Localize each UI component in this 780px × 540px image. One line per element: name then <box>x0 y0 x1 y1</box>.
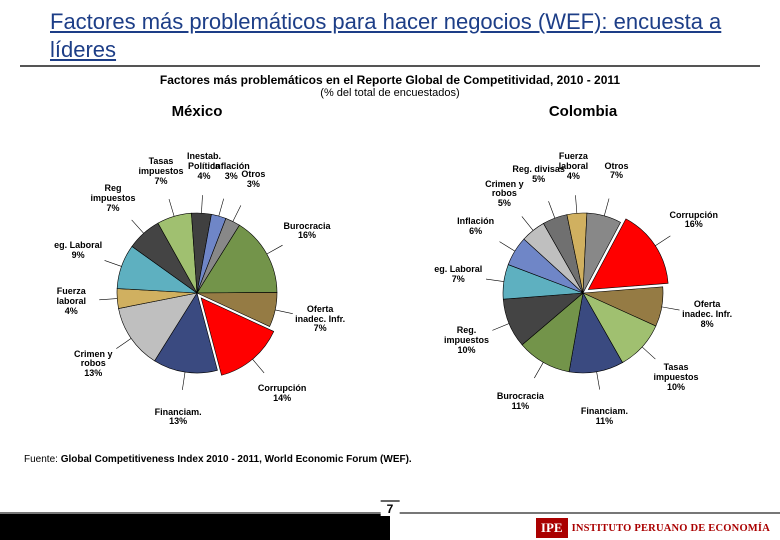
footer-left-block <box>0 514 390 540</box>
chart-mexico: México Burocracia 16%Oferta inadec. Infr… <box>7 103 387 452</box>
source-text: Global Competitiveness Index 2010 - 2011… <box>61 454 412 465</box>
ipe-fullname: INSTITUTO PERUANO DE ECONOMÍA <box>572 523 770 534</box>
footer-logo: IPE INSTITUTO PERUANO DE ECONOMÍA <box>536 516 770 540</box>
slide-title: Factores más problemáticos para hacer ne… <box>20 0 760 67</box>
country-label-mexico: México <box>7 103 387 120</box>
chart-colombia: Colombia Corrupción 16%Oferta inadec. In… <box>393 103 773 452</box>
chart-main-title: Factores más problemáticos en el Reporte… <box>0 73 780 87</box>
country-label-colombia: Colombia <box>393 103 773 120</box>
page-number: 7 <box>381 500 400 516</box>
charts-row: México Burocracia 16%Oferta inadec. Infr… <box>0 103 780 452</box>
source-prefix: Fuente: <box>24 454 61 465</box>
footer: 7 IPE INSTITUTO PERUANO DE ECONOMÍA <box>0 514 780 540</box>
chart-subtitle: (% del total de encuestados) <box>0 87 780 99</box>
ipe-abbr: IPE <box>536 518 568 538</box>
pie-colombia: Corrupción 16%Oferta inadec. Infr. 8%Tas… <box>393 122 773 452</box>
source-line: Fuente: Global Competitiveness Index 201… <box>0 452 780 467</box>
pie-mexico: Burocracia 16%Oferta inadec. Infr. 7%Cor… <box>7 122 387 452</box>
